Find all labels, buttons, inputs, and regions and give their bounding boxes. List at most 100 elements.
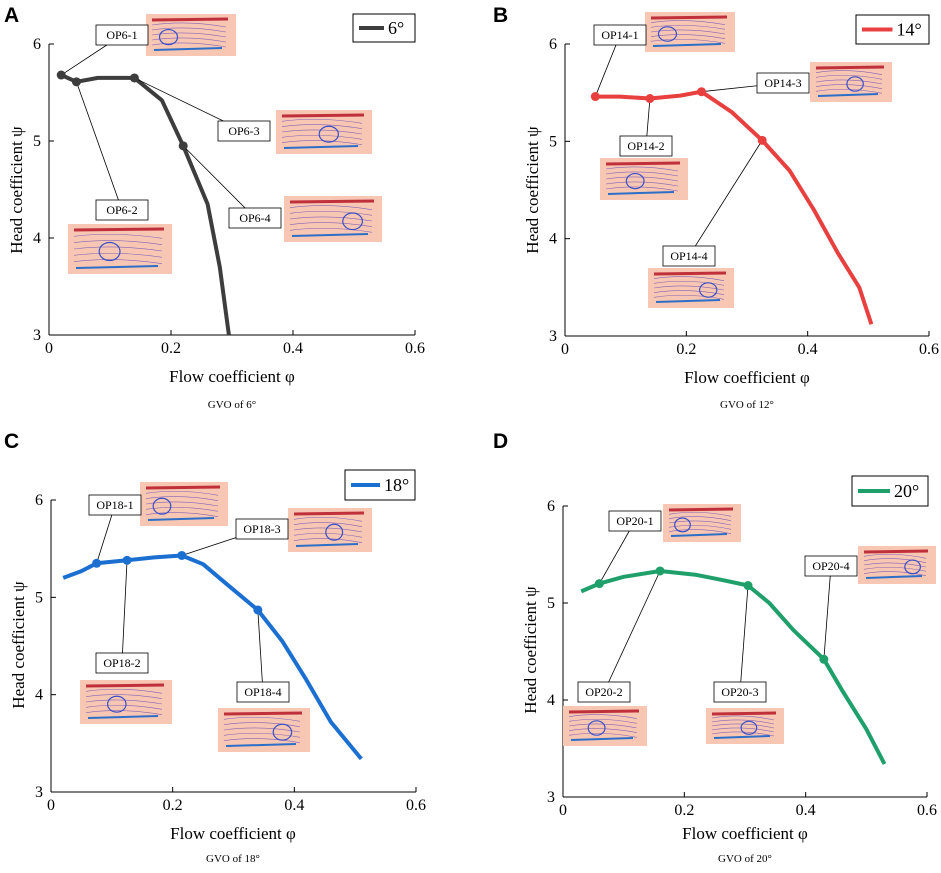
y-tick-label: 6	[549, 36, 557, 53]
thumbnail-streamline	[668, 524, 732, 530]
thumbnail-vortex	[107, 695, 127, 713]
operating-point[interactable]	[645, 94, 655, 104]
thumbnail-streamline	[151, 37, 227, 43]
thumbnail-streamline	[568, 723, 638, 729]
x-tick-label: 0.2	[676, 341, 696, 358]
op-label: OP14-3	[764, 76, 801, 90]
operating-point[interactable]	[253, 605, 263, 615]
thumbnail-streamline	[650, 24, 726, 30]
operating-point[interactable]	[655, 566, 665, 576]
thumbnail-vortex	[740, 720, 758, 735]
thumbnail-hub	[75, 265, 159, 269]
thumbnail-vortex	[342, 212, 364, 231]
chart-caption: GVO of 12°	[720, 399, 774, 411]
operating-point[interactable]	[819, 654, 829, 664]
operating-point[interactable]	[594, 579, 604, 589]
thumbnail-streamline	[145, 512, 219, 517]
x-tick-label: 0	[561, 341, 569, 358]
operating-point[interactable]	[178, 141, 188, 151]
thumbnail-hub	[713, 735, 771, 739]
chart-panel-b: B 0 0.2 0.4 0.6 3 4 5 6 Flow coefficient φ Head co…	[493, 4, 939, 411]
thumbnail-streamline	[815, 84, 883, 89]
operating-point[interactable]	[757, 135, 767, 145]
thumbnail-vortex	[699, 282, 718, 298]
thumbnail-shroud	[605, 161, 681, 166]
operating-point[interactable]	[129, 73, 139, 83]
series-line	[60, 73, 231, 335]
thumbnail-vortex	[674, 517, 691, 533]
x-tick-label: 0.2	[674, 802, 694, 819]
flow-field-thumbnail	[645, 12, 735, 52]
thumbnail-streamline	[568, 714, 638, 719]
operating-point[interactable]	[177, 550, 187, 560]
op-label-box	[713, 681, 767, 703]
y-tick-label: 5	[33, 133, 41, 150]
flow-field-thumbnail	[80, 680, 172, 724]
thumbnail-streamline	[85, 699, 163, 705]
thumbnail-streamline	[289, 210, 373, 216]
thumbnail-streamline	[711, 715, 775, 721]
leader-line	[739, 585, 749, 693]
op-label: OP14-1	[601, 28, 638, 42]
thumbnail-streamline	[650, 20, 726, 25]
thumbnail-shroud	[568, 709, 640, 714]
thumbnail-vortex	[318, 125, 339, 143]
flow-field-thumbnail	[663, 504, 741, 542]
chart-caption: GVO of 18°	[206, 853, 260, 865]
x-tick-label: 0.2	[163, 797, 183, 814]
op-label: OP14-4	[670, 249, 707, 263]
y-axis-label: Head coefficient ψ	[523, 126, 542, 254]
y-axis-label: Head coefficient ψ	[9, 581, 28, 709]
thumbnail-vortex	[846, 76, 864, 92]
thumbnail-shroud	[650, 15, 728, 20]
leader-line	[182, 145, 256, 219]
op-label-box	[619, 135, 673, 157]
op-label: OP6-4	[239, 211, 270, 225]
op-label-box	[593, 24, 647, 46]
thumbnail-streamline	[605, 171, 679, 177]
operating-point[interactable]	[590, 92, 600, 102]
thumbnail-vortex	[904, 559, 921, 575]
thumbnail-hub	[652, 43, 722, 47]
operating-point[interactable]	[92, 558, 102, 568]
thumbnail-streamline	[293, 532, 363, 538]
operating-point[interactable]	[122, 555, 132, 565]
thumbnail-streamline	[293, 516, 363, 522]
thumbnail-streamline	[650, 38, 726, 44]
y-tick-label: 3	[549, 328, 557, 345]
thumbnail-streamline	[815, 74, 883, 80]
op-label-box	[95, 24, 149, 46]
flow-field-thumbnail	[140, 482, 228, 526]
thumbnail-streamline	[223, 727, 301, 733]
thumbnail-streamline	[289, 216, 373, 222]
series-line	[595, 89, 874, 325]
x-axis-label: Flow coefficient φ	[170, 824, 296, 843]
thumbnail-streamline	[85, 688, 163, 694]
thumbnail-streamline	[650, 29, 726, 35]
thumbnail-streamline	[863, 566, 927, 572]
op-label-box	[804, 555, 858, 577]
thumbnail-shroud	[223, 711, 303, 716]
thumbnail-streamline	[145, 490, 219, 496]
thumbnail-streamline	[650, 34, 726, 39]
thumbnail-hub	[295, 543, 359, 547]
op-label-box	[577, 681, 631, 703]
panel-letter: B	[493, 4, 508, 27]
operating-point[interactable]	[71, 77, 81, 87]
thumbnail-streamline	[223, 732, 301, 738]
op-label-box	[217, 120, 271, 142]
op-label: OP18-3	[243, 522, 280, 536]
op-label-box	[608, 510, 662, 532]
operating-point[interactable]	[697, 87, 706, 97]
op-label: OP18-4	[244, 685, 281, 699]
operating-point[interactable]	[56, 70, 66, 80]
thumbnail-streamline	[653, 290, 725, 295]
x-tick-label: 0	[45, 340, 53, 357]
thumbnail-hub	[153, 47, 223, 51]
operating-point[interactable]	[743, 581, 753, 591]
x-tick-label: 0.6	[919, 341, 939, 358]
thumbnail-streamline	[85, 694, 163, 699]
thumbnail-vortex	[272, 723, 293, 741]
thumbnail-streamline	[151, 42, 227, 48]
op-label-box	[95, 199, 149, 221]
